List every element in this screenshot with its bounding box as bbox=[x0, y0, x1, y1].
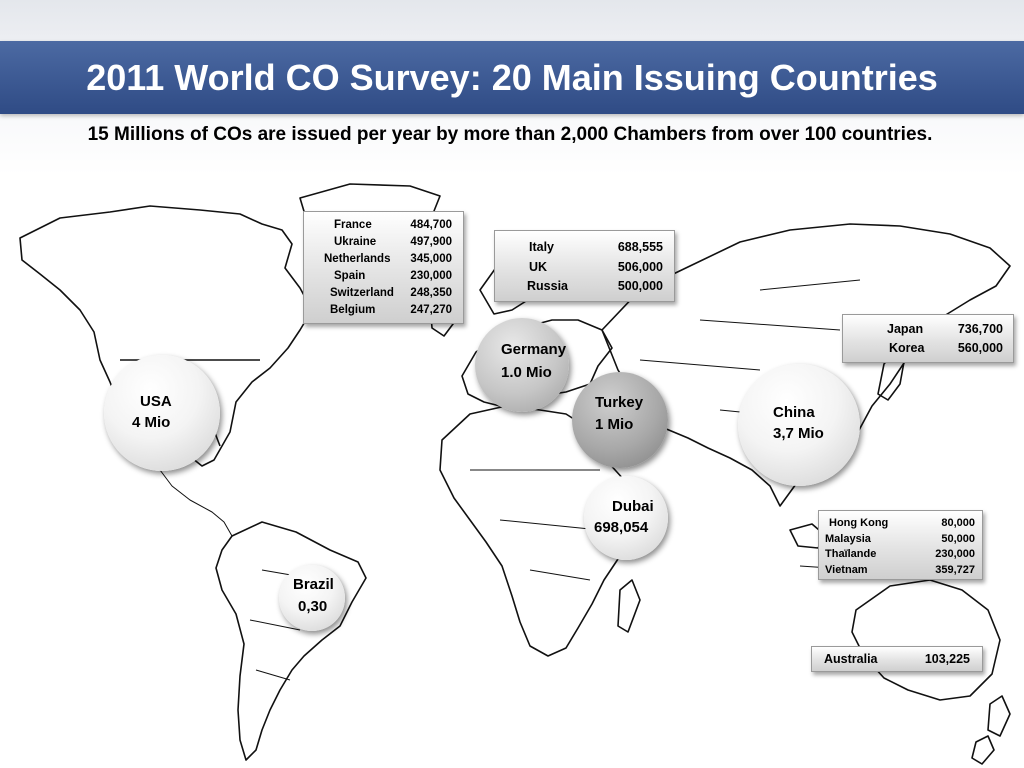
country-value: 500,000 bbox=[617, 279, 663, 293]
country-label: Japan bbox=[887, 322, 924, 336]
bubble-country-name: USA bbox=[140, 393, 172, 410]
bubble-value: 698,054 bbox=[594, 519, 649, 536]
country-value: 230,000 bbox=[410, 270, 452, 282]
bubble-country-name: Germany bbox=[501, 341, 567, 358]
table-row: Italy 688,555 bbox=[495, 238, 663, 258]
slide-subtitle: 15 Millions of COs are issued per year b… bbox=[87, 124, 933, 145]
country-value: 688,555 bbox=[617, 240, 663, 254]
table-row: Korea 560,000 bbox=[843, 339, 1003, 358]
country-label: Russia bbox=[527, 279, 568, 293]
bubble-country-name: Dubai bbox=[612, 498, 654, 515]
bubble-country-name: China bbox=[773, 404, 815, 421]
italy-uk-russia-box: Italy 688,555 UK 506,000 Russia 500,000 bbox=[494, 230, 675, 302]
bubble-value: 3,7 Mio bbox=[773, 425, 824, 442]
country-label: Korea bbox=[889, 341, 925, 355]
country-label: Italy bbox=[529, 240, 555, 254]
table-row: Netherlands 345,000 bbox=[312, 251, 452, 268]
country-label: Malaysia bbox=[825, 532, 871, 545]
country-label: Netherlands bbox=[324, 253, 391, 265]
country-label: Vietnam bbox=[825, 563, 868, 576]
bubble-value: 0,30 bbox=[298, 598, 328, 615]
country-value: 50,000 bbox=[941, 532, 975, 545]
table-row: Thaïlande 230,000 bbox=[825, 547, 975, 563]
table-row: Hong Kong 80,000 bbox=[825, 516, 975, 532]
table-row: Ukraine 497,900 bbox=[312, 234, 452, 251]
slide-title: 2011 World CO Survey: 20 Main Issuing Co… bbox=[86, 57, 938, 98]
country-label: Spain bbox=[334, 270, 366, 282]
country-label: Belgium bbox=[330, 304, 376, 316]
table-row: Vietnam 359,727 bbox=[825, 563, 975, 579]
europe-figures-box: France 484,700 Ukraine 497,900 Netherlands… bbox=[303, 211, 464, 324]
country-value: 560,000 bbox=[957, 341, 1003, 355]
table-row: Australia 103,225 bbox=[824, 649, 970, 669]
country-label: France bbox=[334, 219, 372, 231]
table-row: Spain 230,000 bbox=[312, 268, 452, 285]
country-label: Hong Kong bbox=[829, 517, 889, 529]
country-label: UK bbox=[529, 259, 548, 274]
bubble-value: 4 Mio bbox=[132, 414, 171, 431]
china-bubble: China 3,7 Mio bbox=[738, 364, 860, 486]
table-row: Malaysia 50,000 bbox=[825, 532, 975, 548]
country-value: 497,900 bbox=[410, 236, 452, 248]
country-value: 80,000 bbox=[941, 517, 975, 529]
brazil-bubble: Brazil 0,30 bbox=[279, 565, 345, 631]
table-row: France 484,700 bbox=[312, 217, 452, 234]
table-row: Belgium 247,270 bbox=[312, 302, 452, 319]
country-label: Ukraine bbox=[334, 236, 377, 248]
country-value: 230,000 bbox=[935, 548, 975, 560]
usa-bubble: USA 4 Mio bbox=[104, 355, 220, 471]
country-value: 248,350 bbox=[410, 287, 452, 299]
turkey-bubble: Turkey 1 Mio bbox=[572, 372, 668, 468]
country-value: 247,270 bbox=[410, 304, 452, 316]
southeast-asia-box: Hong Kong 80,000 Malaysia 50,000 Thaïlande… bbox=[818, 510, 983, 580]
country-label: Thaïlande bbox=[825, 548, 877, 560]
bubble-value: 1 Mio bbox=[595, 416, 634, 433]
country-value: 484,700 bbox=[410, 219, 452, 231]
japan-korea-box: Japan 736,700 Korea 560,000 bbox=[842, 314, 1014, 363]
country-label: Australia bbox=[824, 652, 878, 666]
germany-bubble: Germany 1.0 Mio bbox=[475, 318, 569, 412]
dubai-bubble: Dubai 698,054 bbox=[584, 476, 668, 560]
country-value: 345,000 bbox=[410, 253, 452, 265]
country-value: 736,700 bbox=[957, 322, 1003, 336]
country-label: Switzerland bbox=[330, 287, 394, 299]
table-row: Japan 736,700 bbox=[843, 320, 1003, 339]
bubble-country-name: Turkey bbox=[595, 394, 644, 411]
title-band bbox=[0, 41, 1024, 114]
table-row: Switzerland 248,350 bbox=[312, 285, 452, 302]
country-value: 359,727 bbox=[935, 563, 975, 576]
table-row: UK 506,000 bbox=[495, 258, 663, 278]
country-value: 103,225 bbox=[924, 652, 970, 666]
bubble-country-name: Brazil bbox=[293, 576, 334, 593]
australia-box: Australia 103,225 bbox=[811, 646, 983, 672]
table-row: Russia 500,000 bbox=[495, 277, 663, 297]
country-value: 506,000 bbox=[617, 259, 663, 274]
bubble-value: 1.0 Mio bbox=[501, 364, 552, 381]
